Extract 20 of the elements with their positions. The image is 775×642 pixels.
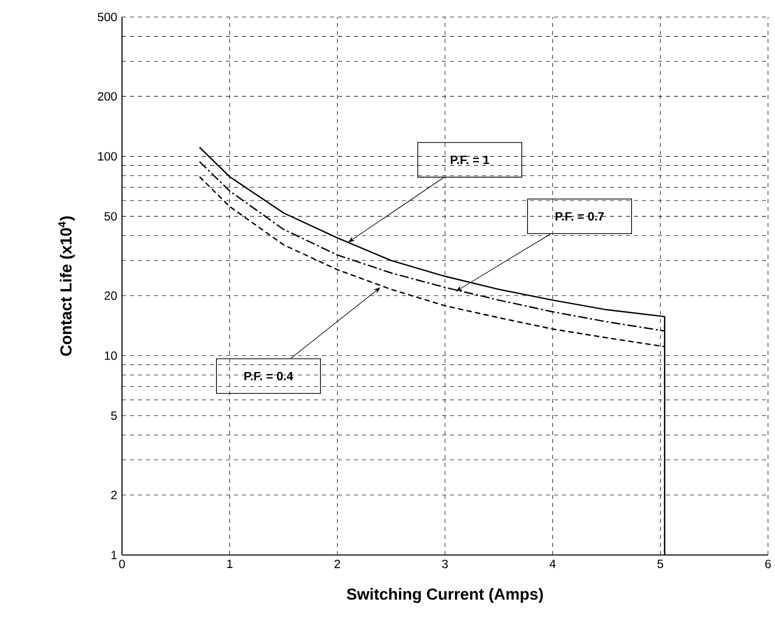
y-axis-title: Contact Life (x10$^{4}$) [58, 216, 75, 356]
y-tick-label: 5 [111, 411, 117, 420]
x-tick-label: 6 [765, 560, 771, 568]
y-tick-label: 50 [104, 212, 117, 221]
y-tick-label: 2 [111, 490, 117, 500]
y-tick-label: 500 [98, 12, 117, 22]
x-tick-label: 1 [227, 560, 232, 568]
y-tick-label: 10 [104, 351, 117, 360]
y-tick-label: 100 [98, 152, 117, 161]
annotation: P.F. = 0.4 [244, 372, 294, 380]
x-tick-label: 5 [657, 560, 664, 568]
y-tick-label: 200 [98, 92, 117, 101]
y-tick-label: 1 [112, 550, 117, 560]
x-tick-label: 3 [442, 560, 448, 568]
annotation: P.F. = 1 [450, 156, 490, 164]
x-axis-title: Switching Current (Amps) [346, 588, 543, 603]
x-tick-label: 0 [119, 560, 125, 568]
x-tick-label: 2 [334, 560, 340, 568]
x-tick-label: 4 [550, 560, 556, 568]
y-tick-label: 20 [104, 291, 117, 300]
